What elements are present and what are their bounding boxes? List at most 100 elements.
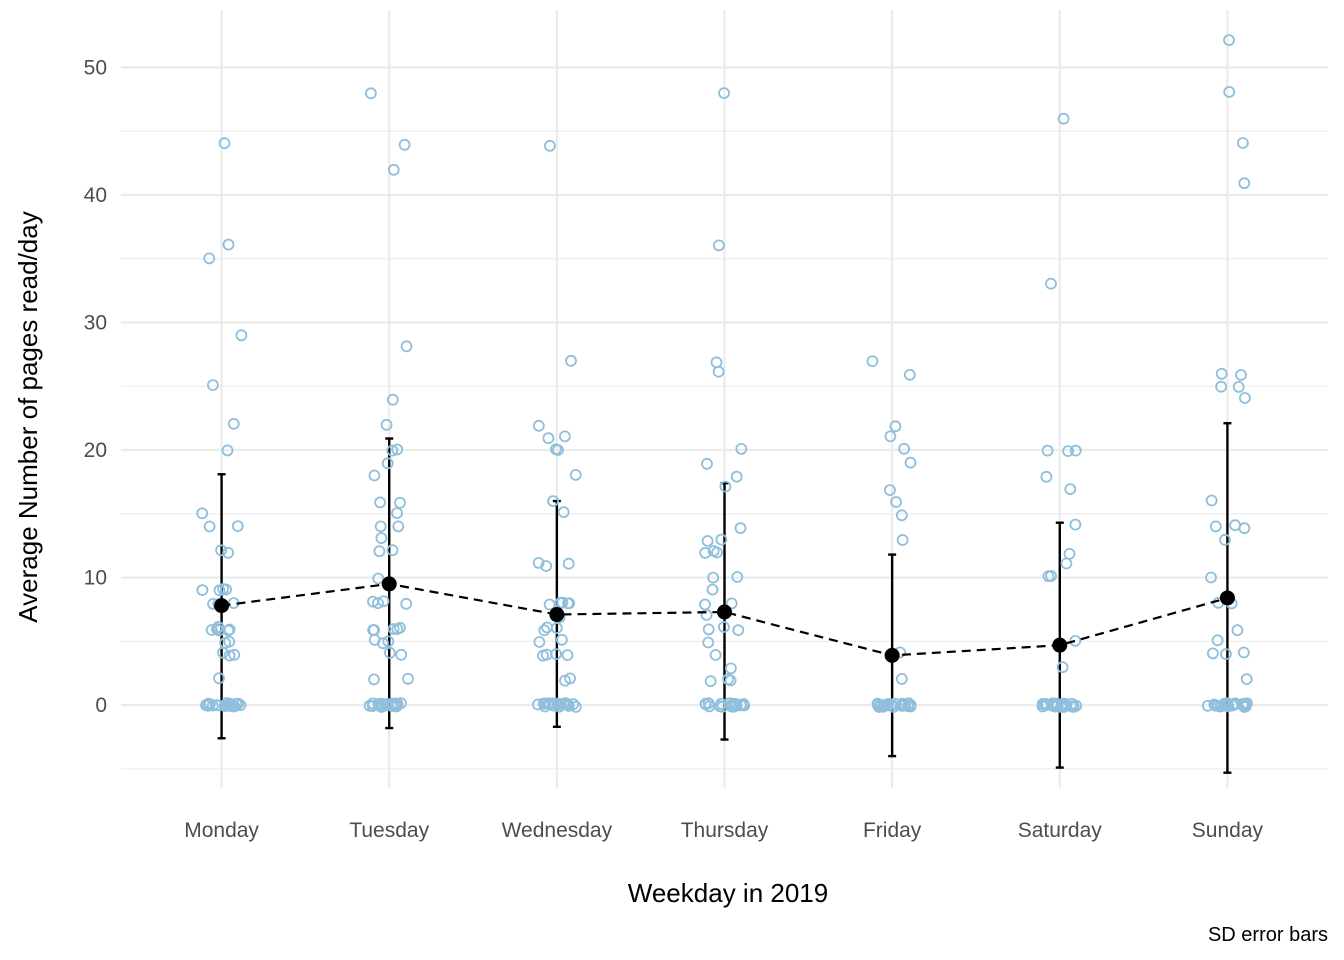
x-axis-title: Weekday in 2019 bbox=[628, 878, 828, 908]
data-point bbox=[221, 444, 234, 457]
data-point bbox=[1215, 380, 1227, 393]
data-point bbox=[722, 673, 734, 686]
data-point bbox=[1059, 697, 1071, 710]
data-point bbox=[1060, 557, 1073, 570]
data-point bbox=[222, 238, 235, 251]
data-point bbox=[1237, 698, 1250, 711]
data-point bbox=[712, 365, 725, 378]
data-point bbox=[532, 419, 545, 432]
data-point bbox=[1069, 635, 1082, 647]
data-point bbox=[390, 699, 403, 712]
data-point bbox=[735, 442, 748, 455]
data-point bbox=[732, 624, 745, 636]
data-point bbox=[542, 432, 555, 445]
data-point bbox=[874, 699, 887, 712]
x-tick-label: Saturday bbox=[1018, 819, 1103, 842]
data-point bbox=[1065, 700, 1078, 713]
x-tick-label: Thursday bbox=[681, 819, 769, 842]
mean-point bbox=[884, 647, 900, 663]
data-point bbox=[543, 697, 556, 710]
data-point bbox=[1223, 86, 1236, 98]
data-point bbox=[873, 701, 885, 713]
data-point bbox=[210, 623, 223, 635]
data-point bbox=[533, 636, 546, 648]
data-point bbox=[386, 444, 399, 457]
data-point bbox=[895, 509, 908, 522]
x-axis-ticks: Monday Tuesday Wednesday Thursday Friday Satu… bbox=[184, 819, 1263, 842]
data-point bbox=[377, 699, 390, 712]
y-tick-label: 40 bbox=[84, 184, 107, 207]
data-point bbox=[368, 673, 380, 686]
y-tick-label: 0 bbox=[95, 694, 107, 717]
data-point bbox=[391, 623, 404, 635]
data-point bbox=[387, 623, 400, 635]
data-point bbox=[374, 496, 387, 509]
data-point bbox=[218, 137, 231, 150]
data-point bbox=[203, 252, 216, 265]
data-point bbox=[718, 87, 730, 99]
data-point bbox=[1222, 700, 1235, 713]
data-point bbox=[1069, 444, 1082, 457]
data-point bbox=[368, 469, 381, 482]
data-point bbox=[889, 420, 902, 433]
data-point bbox=[550, 622, 563, 634]
mean-point bbox=[381, 576, 397, 592]
data-point bbox=[364, 87, 377, 100]
data-point bbox=[382, 635, 395, 648]
data-point bbox=[547, 495, 559, 508]
data-point bbox=[235, 329, 248, 342]
data-point bbox=[373, 545, 386, 558]
data-point bbox=[1215, 367, 1228, 380]
data-point bbox=[1064, 483, 1077, 496]
data-point bbox=[562, 698, 574, 711]
data-point bbox=[373, 699, 385, 712]
data-point bbox=[203, 520, 216, 533]
mean-point bbox=[549, 607, 565, 623]
data-point bbox=[895, 699, 907, 712]
chart-caption: SD error bars bbox=[1208, 924, 1328, 946]
data-point bbox=[1229, 519, 1241, 532]
data-point bbox=[400, 597, 413, 610]
data-point bbox=[550, 648, 562, 660]
data-point bbox=[564, 672, 576, 685]
data-point bbox=[222, 624, 235, 637]
data-point bbox=[1220, 648, 1232, 660]
data-point bbox=[707, 571, 720, 584]
data-point bbox=[387, 163, 400, 176]
data-point bbox=[372, 597, 384, 610]
data-point bbox=[895, 673, 908, 685]
data-point bbox=[231, 520, 244, 532]
data-point bbox=[372, 572, 385, 585]
data-point bbox=[898, 442, 910, 455]
data-point bbox=[1045, 277, 1057, 290]
y-tick-label: 20 bbox=[84, 439, 107, 462]
data-point bbox=[734, 522, 747, 534]
data-point bbox=[210, 699, 223, 711]
data-point bbox=[386, 544, 399, 557]
data-point bbox=[381, 457, 394, 470]
x-tick-label: Friday bbox=[863, 819, 922, 842]
data-point bbox=[398, 138, 411, 151]
data-point bbox=[699, 547, 712, 559]
data-point bbox=[719, 480, 732, 493]
mean-summary bbox=[214, 576, 1235, 663]
data-point bbox=[565, 354, 577, 367]
data-point bbox=[1232, 380, 1245, 393]
y-axis-ticks: 0 10 20 30 40 50 bbox=[84, 56, 107, 717]
x-tick-label: Monday bbox=[184, 819, 259, 842]
data-point bbox=[383, 646, 396, 659]
data-point bbox=[896, 534, 909, 546]
data-point bbox=[706, 583, 719, 596]
data-point bbox=[1046, 699, 1059, 712]
data-point bbox=[196, 584, 209, 596]
data-point bbox=[884, 430, 897, 443]
data-point bbox=[205, 624, 218, 636]
data-point bbox=[569, 468, 582, 481]
y-tick-label: 10 bbox=[84, 567, 107, 590]
data-point bbox=[735, 699, 748, 712]
data-point bbox=[1069, 518, 1082, 531]
data-point bbox=[1223, 34, 1235, 46]
data-point bbox=[1063, 548, 1076, 560]
data-point bbox=[1215, 700, 1228, 712]
